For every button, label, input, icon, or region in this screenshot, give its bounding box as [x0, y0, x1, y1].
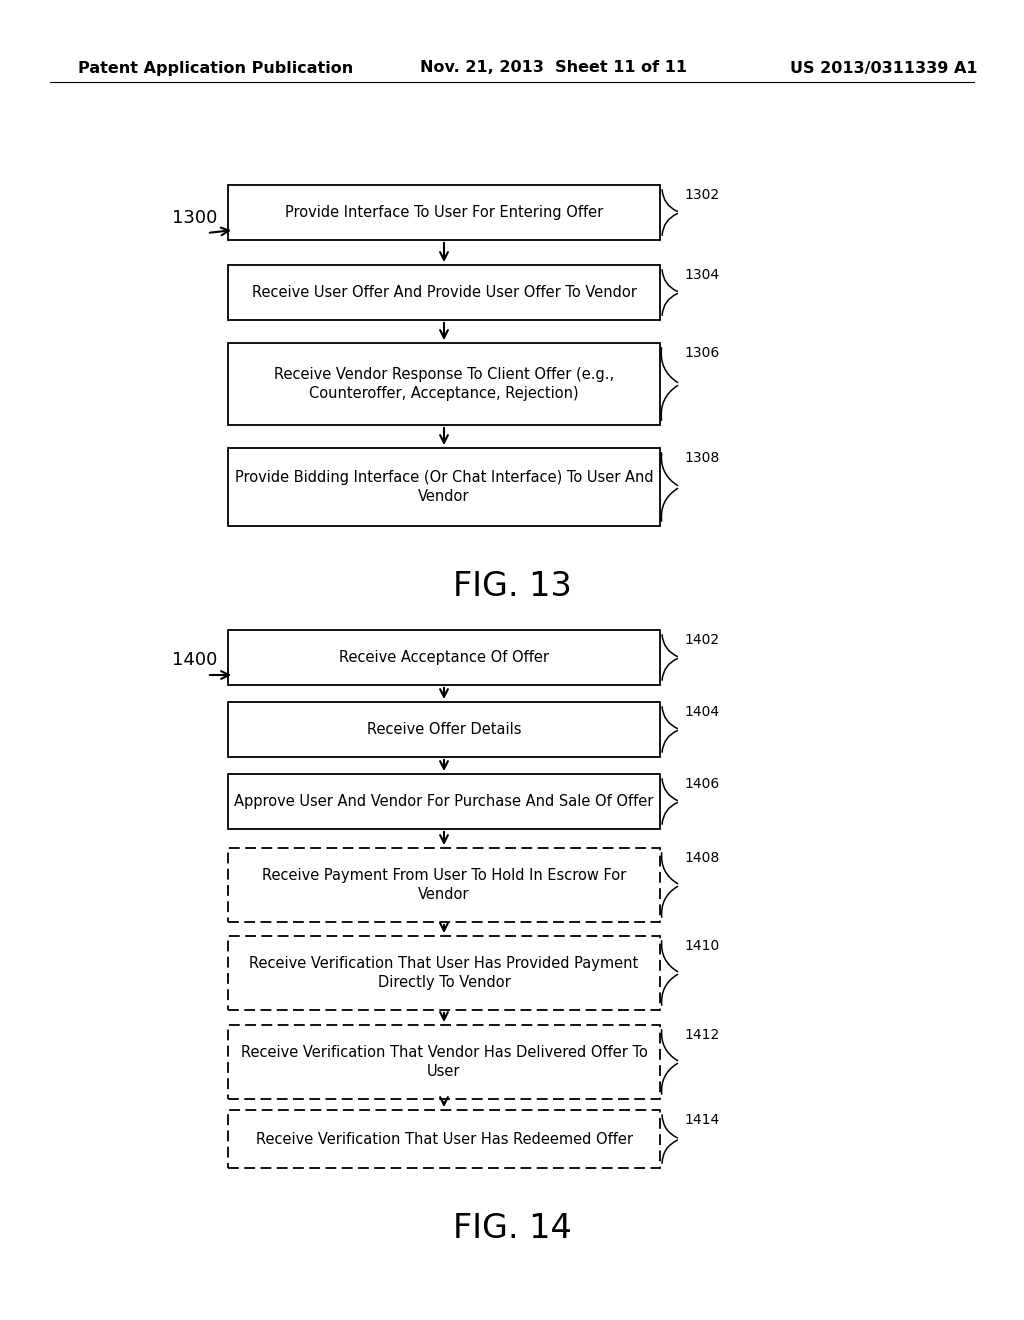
Text: 1402: 1402 [684, 634, 719, 647]
Text: FIG. 14: FIG. 14 [453, 1212, 571, 1245]
Bar [228, 702, 660, 756]
Bar [228, 1026, 660, 1100]
Text: Receive Verification That User Has Provided Payment
Directly To Vendor: Receive Verification That User Has Provi… [250, 956, 639, 990]
Bar [228, 1110, 660, 1168]
Bar [228, 185, 660, 240]
Bar [228, 847, 660, 921]
Text: 1400: 1400 [172, 651, 217, 669]
Bar [228, 343, 660, 425]
Text: Provide Interface To User For Entering Offer: Provide Interface To User For Entering O… [285, 205, 603, 220]
Text: Receive Payment From User To Hold In Escrow For
Vendor: Receive Payment From User To Hold In Esc… [262, 867, 626, 903]
Bar [228, 774, 660, 829]
Text: 1306: 1306 [684, 346, 719, 360]
Text: Receive User Offer And Provide User Offer To Vendor: Receive User Offer And Provide User Offe… [252, 285, 637, 300]
Text: 1300: 1300 [172, 209, 217, 227]
Text: Patent Application Publication: Patent Application Publication [78, 61, 353, 75]
Text: Receive Verification That Vendor Has Delivered Offer To
User: Receive Verification That Vendor Has Del… [241, 1044, 647, 1080]
Text: 1308: 1308 [684, 451, 719, 465]
Text: 1408: 1408 [684, 851, 719, 865]
Bar [228, 447, 660, 525]
Text: 1302: 1302 [684, 187, 719, 202]
Text: 1406: 1406 [684, 777, 719, 791]
Text: US 2013/0311339 A1: US 2013/0311339 A1 [790, 61, 978, 75]
Text: 1410: 1410 [684, 939, 719, 953]
Text: Receive Vendor Response To Client Offer (e.g.,
Counteroffer, Acceptance, Rejecti: Receive Vendor Response To Client Offer … [274, 367, 614, 401]
Text: Receive Acceptance Of Offer: Receive Acceptance Of Offer [339, 649, 549, 665]
Text: Receive Verification That User Has Redeemed Offer: Receive Verification That User Has Redee… [256, 1131, 633, 1147]
Text: Provide Bidding Interface (Or Chat Interface) To User And
Vendor: Provide Bidding Interface (Or Chat Inter… [234, 470, 653, 504]
Text: 1412: 1412 [684, 1028, 719, 1041]
Text: FIG. 13: FIG. 13 [453, 569, 571, 602]
Bar [228, 265, 660, 319]
Text: Approve User And Vendor For Purchase And Sale Of Offer: Approve User And Vendor For Purchase And… [234, 795, 653, 809]
Text: Receive Offer Details: Receive Offer Details [367, 722, 521, 737]
Text: Nov. 21, 2013  Sheet 11 of 11: Nov. 21, 2013 Sheet 11 of 11 [420, 61, 687, 75]
Bar [228, 630, 660, 685]
Text: 1404: 1404 [684, 705, 719, 719]
Text: 1304: 1304 [684, 268, 719, 282]
Bar [228, 936, 660, 1010]
Text: 1414: 1414 [684, 1113, 719, 1127]
